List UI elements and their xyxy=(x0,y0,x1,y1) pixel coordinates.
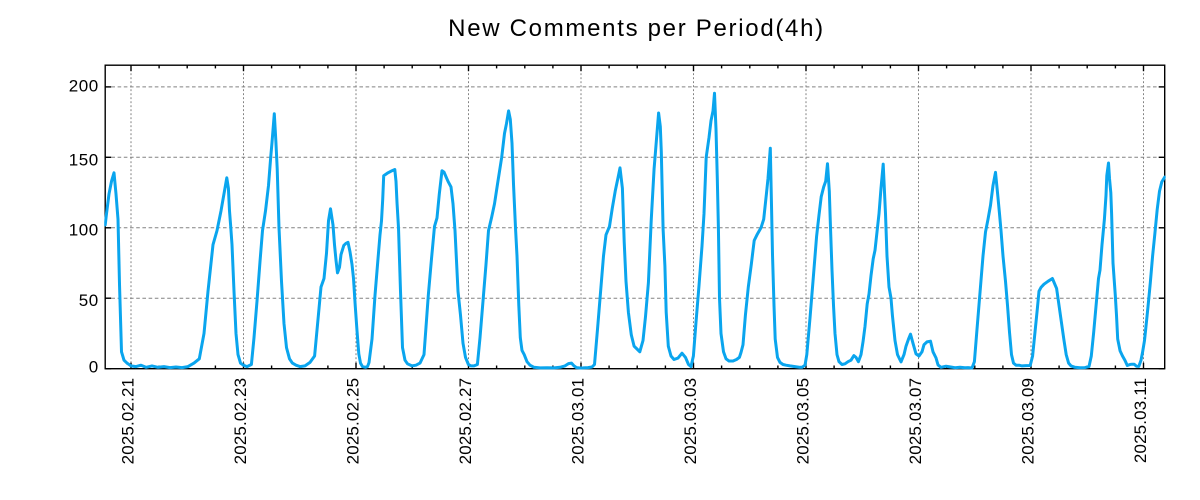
svg-text:2025.03.05: 2025.03.05 xyxy=(794,378,813,465)
svg-text:2025.02.27: 2025.02.27 xyxy=(456,378,475,465)
svg-text:2025.03.09: 2025.03.09 xyxy=(1019,378,1038,465)
svg-text:2025.02.25: 2025.02.25 xyxy=(344,378,363,465)
svg-text:100: 100 xyxy=(69,220,99,239)
svg-text:2025.03.07: 2025.03.07 xyxy=(906,378,925,465)
svg-text:200: 200 xyxy=(69,76,99,95)
svg-text:0: 0 xyxy=(89,357,99,376)
svg-text:150: 150 xyxy=(69,150,99,169)
svg-text:2025.02.21: 2025.02.21 xyxy=(119,378,138,465)
svg-text:New Comments per Period(4h): New Comments per Period(4h) xyxy=(448,15,825,42)
svg-text:2025.02.23: 2025.02.23 xyxy=(231,378,250,465)
svg-text:2025.03.03: 2025.03.03 xyxy=(681,378,700,465)
svg-text:2025.03.01: 2025.03.01 xyxy=(569,378,588,465)
svg-text:50: 50 xyxy=(79,291,99,310)
svg-text:2025.03.11: 2025.03.11 xyxy=(1131,378,1150,463)
